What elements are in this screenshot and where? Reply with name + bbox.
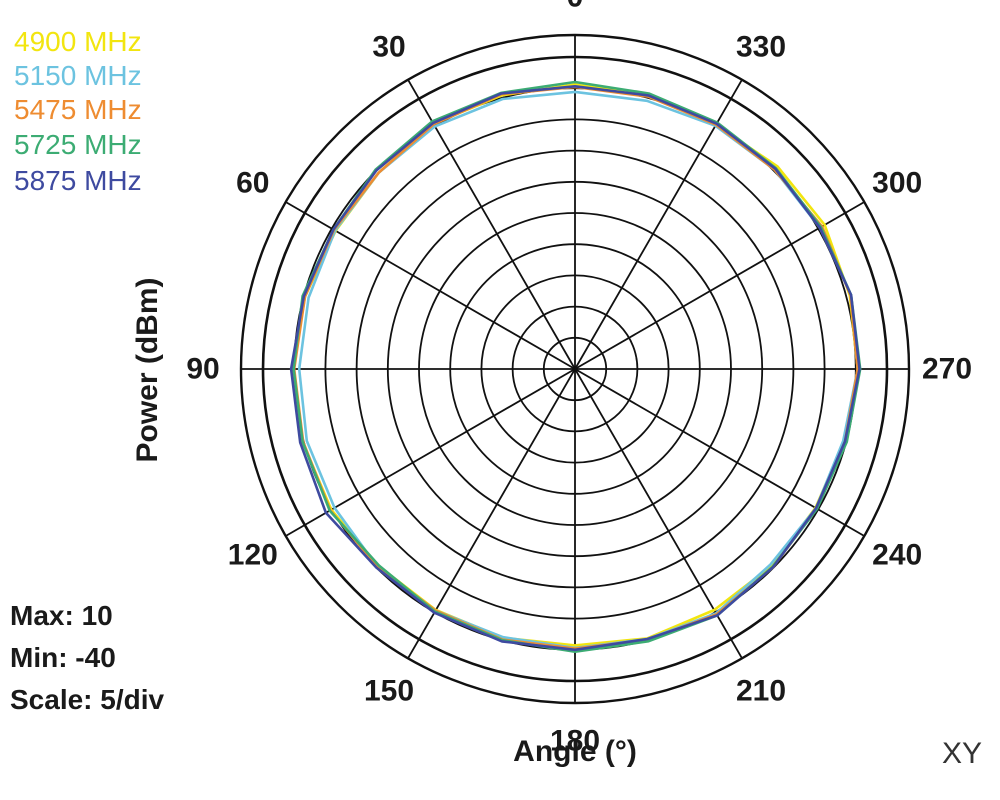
polar-grid [239, 33, 911, 705]
grid-spoke [574, 201, 865, 370]
angle-tick-label: 210 [736, 675, 786, 708]
angle-tick-labels: 0 30 60 90 120 150 180 210 240 270 300 330 [186, 0, 972, 758]
legend-item-5875: 5875 MHz [14, 165, 142, 196]
legend-item-5725: 5725 MHz [14, 129, 142, 160]
angle-tick-label: 270 [922, 353, 972, 386]
angle-tick-label: 120 [228, 539, 278, 572]
grid-spoke [574, 79, 743, 370]
angle-tick-label: 150 [364, 675, 414, 708]
legend-item-5475: 5475 MHz [14, 94, 142, 125]
grid-spoke [407, 79, 576, 370]
angle-tick-label: 60 [236, 167, 269, 200]
angle-tick-label: 240 [872, 539, 922, 572]
angle-tick-label: 180 [550, 725, 600, 758]
corner-label: XY [941, 737, 982, 770]
legend-item-4900: 4900 MHz [14, 26, 142, 57]
angle-tick-label: 90 [186, 353, 219, 386]
info-max: Max: 10 [10, 600, 113, 631]
angle-tick-label: 300 [872, 167, 922, 200]
x-axis-label: Angle (°) [513, 735, 637, 768]
legend-item-5150: 5150 MHz [14, 60, 142, 91]
angle-tick-label: 330 [736, 30, 786, 63]
info-scale: Scale: 5/div [10, 684, 165, 715]
series-layer [289, 80, 862, 654]
angle-tick-label: 30 [372, 30, 405, 63]
info-min: Min: -40 [10, 642, 116, 673]
series-line [289, 85, 861, 652]
angle-tick-label: 0 [567, 0, 584, 14]
y-axis-label: Power (dBm) [131, 277, 164, 463]
